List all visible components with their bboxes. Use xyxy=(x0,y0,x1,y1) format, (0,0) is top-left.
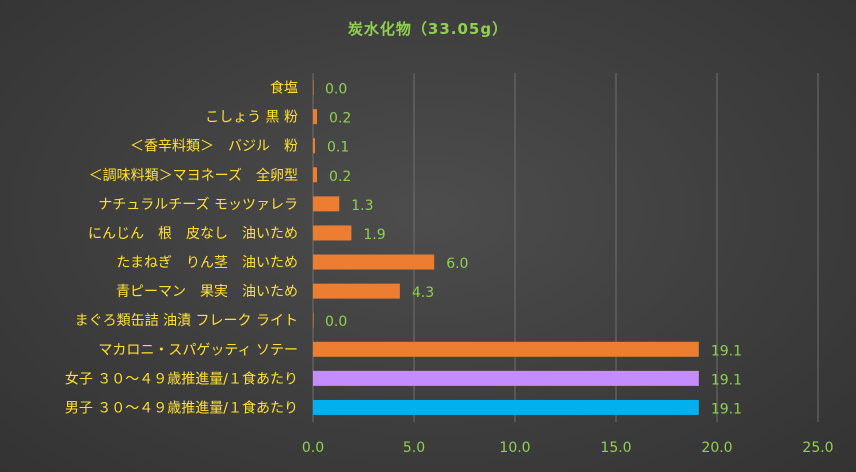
data-label: 1.9 xyxy=(363,227,385,243)
x-tick-label: 15.0 xyxy=(600,440,631,456)
data-label: 4.3 xyxy=(412,285,434,301)
chart-title: 炭水化物（33.05g） xyxy=(347,20,509,38)
bar xyxy=(313,225,352,241)
x-tick-label: 10.0 xyxy=(499,440,530,456)
x-tick-label: 0.0 xyxy=(302,440,324,456)
category-label: 食塩 xyxy=(270,80,298,97)
bar xyxy=(313,399,699,415)
bar xyxy=(313,370,699,386)
category-label: ＜調味料類＞マヨネーズ 全卵型 xyxy=(89,167,298,184)
category-label: 女子 ３０～４９歳推進量/１食あたり xyxy=(65,370,298,387)
category-label: たまねぎ りん茎 油いため xyxy=(116,255,298,271)
x-tick-label: 5.0 xyxy=(403,440,425,456)
data-label: 0.0 xyxy=(325,82,347,98)
bar xyxy=(313,80,314,96)
category-label: まぐろ類缶詰 油漬 フレーク ライト xyxy=(75,313,298,329)
category-label: 男子 ３０～４９歳推進量/１食あたり xyxy=(65,399,298,416)
bar xyxy=(313,167,318,183)
data-label: 19.1 xyxy=(711,401,742,417)
category-label: ナチュラルチーズ モッツァレラ xyxy=(98,197,298,213)
data-label: 19.1 xyxy=(711,343,742,359)
bar xyxy=(313,138,316,154)
data-label: 0.2 xyxy=(329,169,351,185)
data-label: 19.1 xyxy=(711,372,742,388)
data-label: 0.1 xyxy=(327,140,349,156)
category-label: こしょう 黒 粉 xyxy=(205,110,298,126)
category-label: マカロニ・スパゲッティ ソテー xyxy=(98,342,298,358)
x-tick-label: 25.0 xyxy=(802,440,833,456)
bar xyxy=(313,109,318,125)
category-label: にんじん 根 皮なし 油いため xyxy=(88,226,298,242)
data-label: 6.0 xyxy=(446,256,468,272)
data-label: 1.3 xyxy=(351,198,373,214)
category-label: 青ピーマン 果実 油いため xyxy=(116,284,298,300)
category-label: ＜香辛料類＞ バジル 粉 xyxy=(130,139,298,155)
bar xyxy=(313,341,699,357)
bar xyxy=(313,312,314,328)
data-label: 0.0 xyxy=(325,314,347,330)
bar xyxy=(313,254,435,270)
x-tick-label: 20.0 xyxy=(701,440,732,456)
bar xyxy=(313,283,400,299)
data-label: 0.2 xyxy=(329,111,351,127)
bar xyxy=(313,196,340,212)
